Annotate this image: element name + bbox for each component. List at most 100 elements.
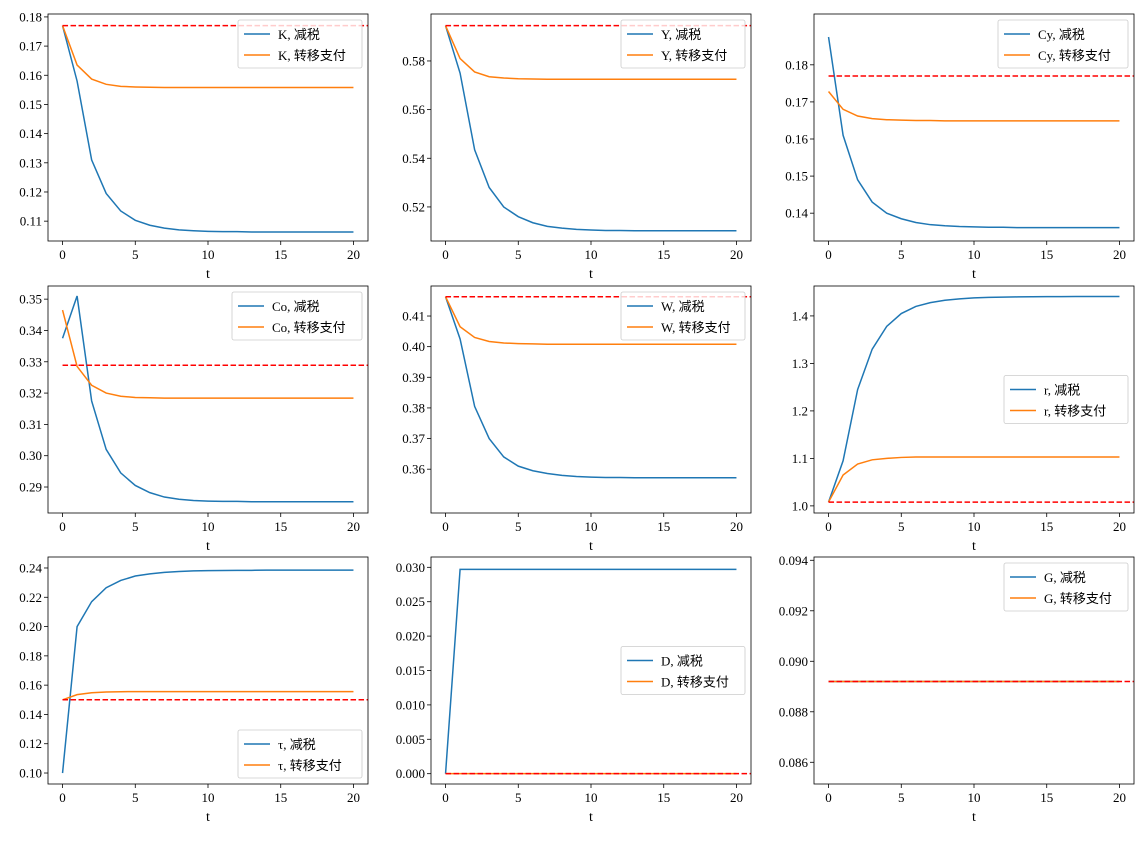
legend-label: K, 转移支付: [278, 48, 346, 63]
plot-area: [444, 295, 751, 479]
x-tick-label: 0: [825, 519, 832, 534]
y-tick-label: 1.3: [792, 356, 808, 371]
y-tick-label: 0.40: [402, 339, 425, 354]
subplot-3: 0 5 10 15 20 0.14 0.15 0.16 0.17 0.18 t Cy, 减税 Cy, 转…: [785, 13, 1135, 282]
subplot-4: 0 5 10 15 20 0.29 0.30 0.31 0.32 0.33 0.34 0.35 t Co,…: [19, 285, 369, 554]
series-line-transfer: [61, 309, 354, 399]
x-tick-label: 20: [730, 519, 743, 534]
x-tick-label: 0: [442, 519, 449, 534]
y-tick-label: 0.086: [779, 755, 809, 770]
y-tick-label: 0.088: [779, 704, 808, 719]
legend-label: r, 转移支付: [1044, 404, 1106, 419]
legend-label: r, 减税: [1044, 383, 1080, 398]
x-tick-label: 0: [59, 519, 66, 534]
legend-label: τ, 减税: [278, 737, 316, 752]
x-tick-label: 20: [347, 247, 360, 262]
y-tick-label: 0.33: [19, 354, 42, 369]
legend-label: D, 转移支付: [661, 675, 729, 690]
y-tick-label: 0.10: [19, 766, 42, 781]
x-tick-label: 5: [132, 790, 139, 805]
x-tick-label: 15: [657, 247, 670, 262]
series-line-transfer: [444, 25, 737, 80]
x-tick-label: 5: [515, 519, 522, 534]
x-tick-label: 15: [1040, 247, 1053, 262]
y-tick-label: 0.56: [402, 102, 425, 117]
series-line-tax-cut: [61, 295, 354, 503]
x-axis-label: t: [206, 810, 210, 825]
series-line-tax-cut: [61, 569, 354, 774]
y-tick-label: 0.14: [19, 126, 42, 141]
legend: r, 减税 r, 转移支付: [1003, 375, 1129, 424]
x-tick-label: 15: [657, 790, 670, 805]
legend-label: Co, 转移支付: [272, 320, 346, 335]
y-tick-label: 0.12: [19, 184, 42, 199]
x-tick-label: 20: [1113, 519, 1126, 534]
y-tick-label: 0.12: [19, 736, 42, 751]
x-tick-label: 0: [442, 790, 449, 805]
legend-box: [997, 19, 1129, 69]
y-tick-label: 0.16: [785, 131, 808, 146]
axes-frame: [430, 285, 752, 514]
legend-label: Cy, 减税: [1038, 27, 1085, 42]
y-tick-label: 0.025: [396, 594, 425, 609]
legend: D, 减税 D, 转移支付: [620, 646, 746, 695]
legend-box: [1003, 562, 1129, 612]
y-tick-label: 0.35: [19, 292, 42, 307]
legend-label: K, 减税: [278, 27, 320, 42]
x-tick-label: 5: [132, 247, 139, 262]
legend: Cy, 减税 Cy, 转移支付: [997, 19, 1129, 69]
subplot-1: 0 5 10 15 20 0.11 0.12 0.13 0.14 0.15 0.16 0.17 0.18…: [19, 9, 369, 282]
y-tick-label: 0.11: [20, 214, 42, 229]
y-tick-label: 0.37: [402, 431, 425, 446]
x-tick-label: 15: [274, 790, 287, 805]
plot-area: [61, 295, 368, 503]
y-tick-label: 0.52: [402, 199, 425, 214]
series-line-transfer: [444, 296, 737, 345]
y-tick-label: 0.31: [19, 417, 42, 432]
legend-box: [620, 19, 746, 69]
legend-box: [620, 291, 746, 341]
series-line-tax-cut: [827, 295, 1120, 503]
y-tick-label: 0.24: [19, 560, 42, 575]
y-tick-label: 1.4: [792, 308, 809, 323]
plot-area: [827, 36, 1134, 229]
x-tick-label: 10: [202, 519, 215, 534]
y-tick-label: 0.015: [396, 663, 425, 678]
axes-frame: [47, 13, 369, 242]
legend: G, 减税 G, 转移支付: [1003, 562, 1129, 612]
x-tick-label: 10: [202, 790, 215, 805]
legend-box: [1003, 375, 1129, 424]
y-tick-label: 0.090: [779, 654, 808, 669]
plot-area: [827, 295, 1134, 503]
legend-label: Co, 减税: [272, 299, 320, 314]
y-tick-label: 0.092: [779, 603, 808, 618]
y-tick-label: 0.20: [19, 619, 42, 634]
series-line-transfer: [827, 456, 1120, 503]
x-tick-label: 20: [730, 790, 743, 805]
y-tick-label: 1.0: [792, 498, 808, 513]
x-axis-label: t: [206, 539, 210, 554]
y-tick-label: 0.030: [396, 560, 425, 575]
plot-area: [61, 569, 368, 774]
y-tick-label: 0.15: [19, 97, 42, 112]
legend-label: τ, 转移支付: [278, 758, 342, 773]
series-line-tax-cut: [444, 25, 737, 232]
legend-box: [237, 19, 363, 69]
x-tick-label: 5: [898, 247, 905, 262]
y-tick-label: 0.36: [402, 462, 425, 477]
x-axis-label: t: [206, 267, 210, 282]
x-tick-label: 10: [968, 790, 981, 805]
y-tick-label: 0.16: [19, 678, 42, 693]
x-tick-label: 5: [132, 519, 139, 534]
x-tick-label: 15: [274, 519, 287, 534]
legend-box: [620, 646, 746, 695]
y-tick-label: 0.54: [402, 151, 425, 166]
x-tick-label: 0: [59, 790, 66, 805]
x-tick-label: 20: [1113, 790, 1126, 805]
legend: Y, 减税 Y, 转移支付: [620, 19, 746, 69]
series-line-tax-cut: [827, 36, 1120, 229]
x-tick-label: 15: [1040, 519, 1053, 534]
plot-area: [444, 568, 751, 775]
series-line-transfer: [827, 91, 1120, 122]
axes-frame: [813, 13, 1135, 242]
